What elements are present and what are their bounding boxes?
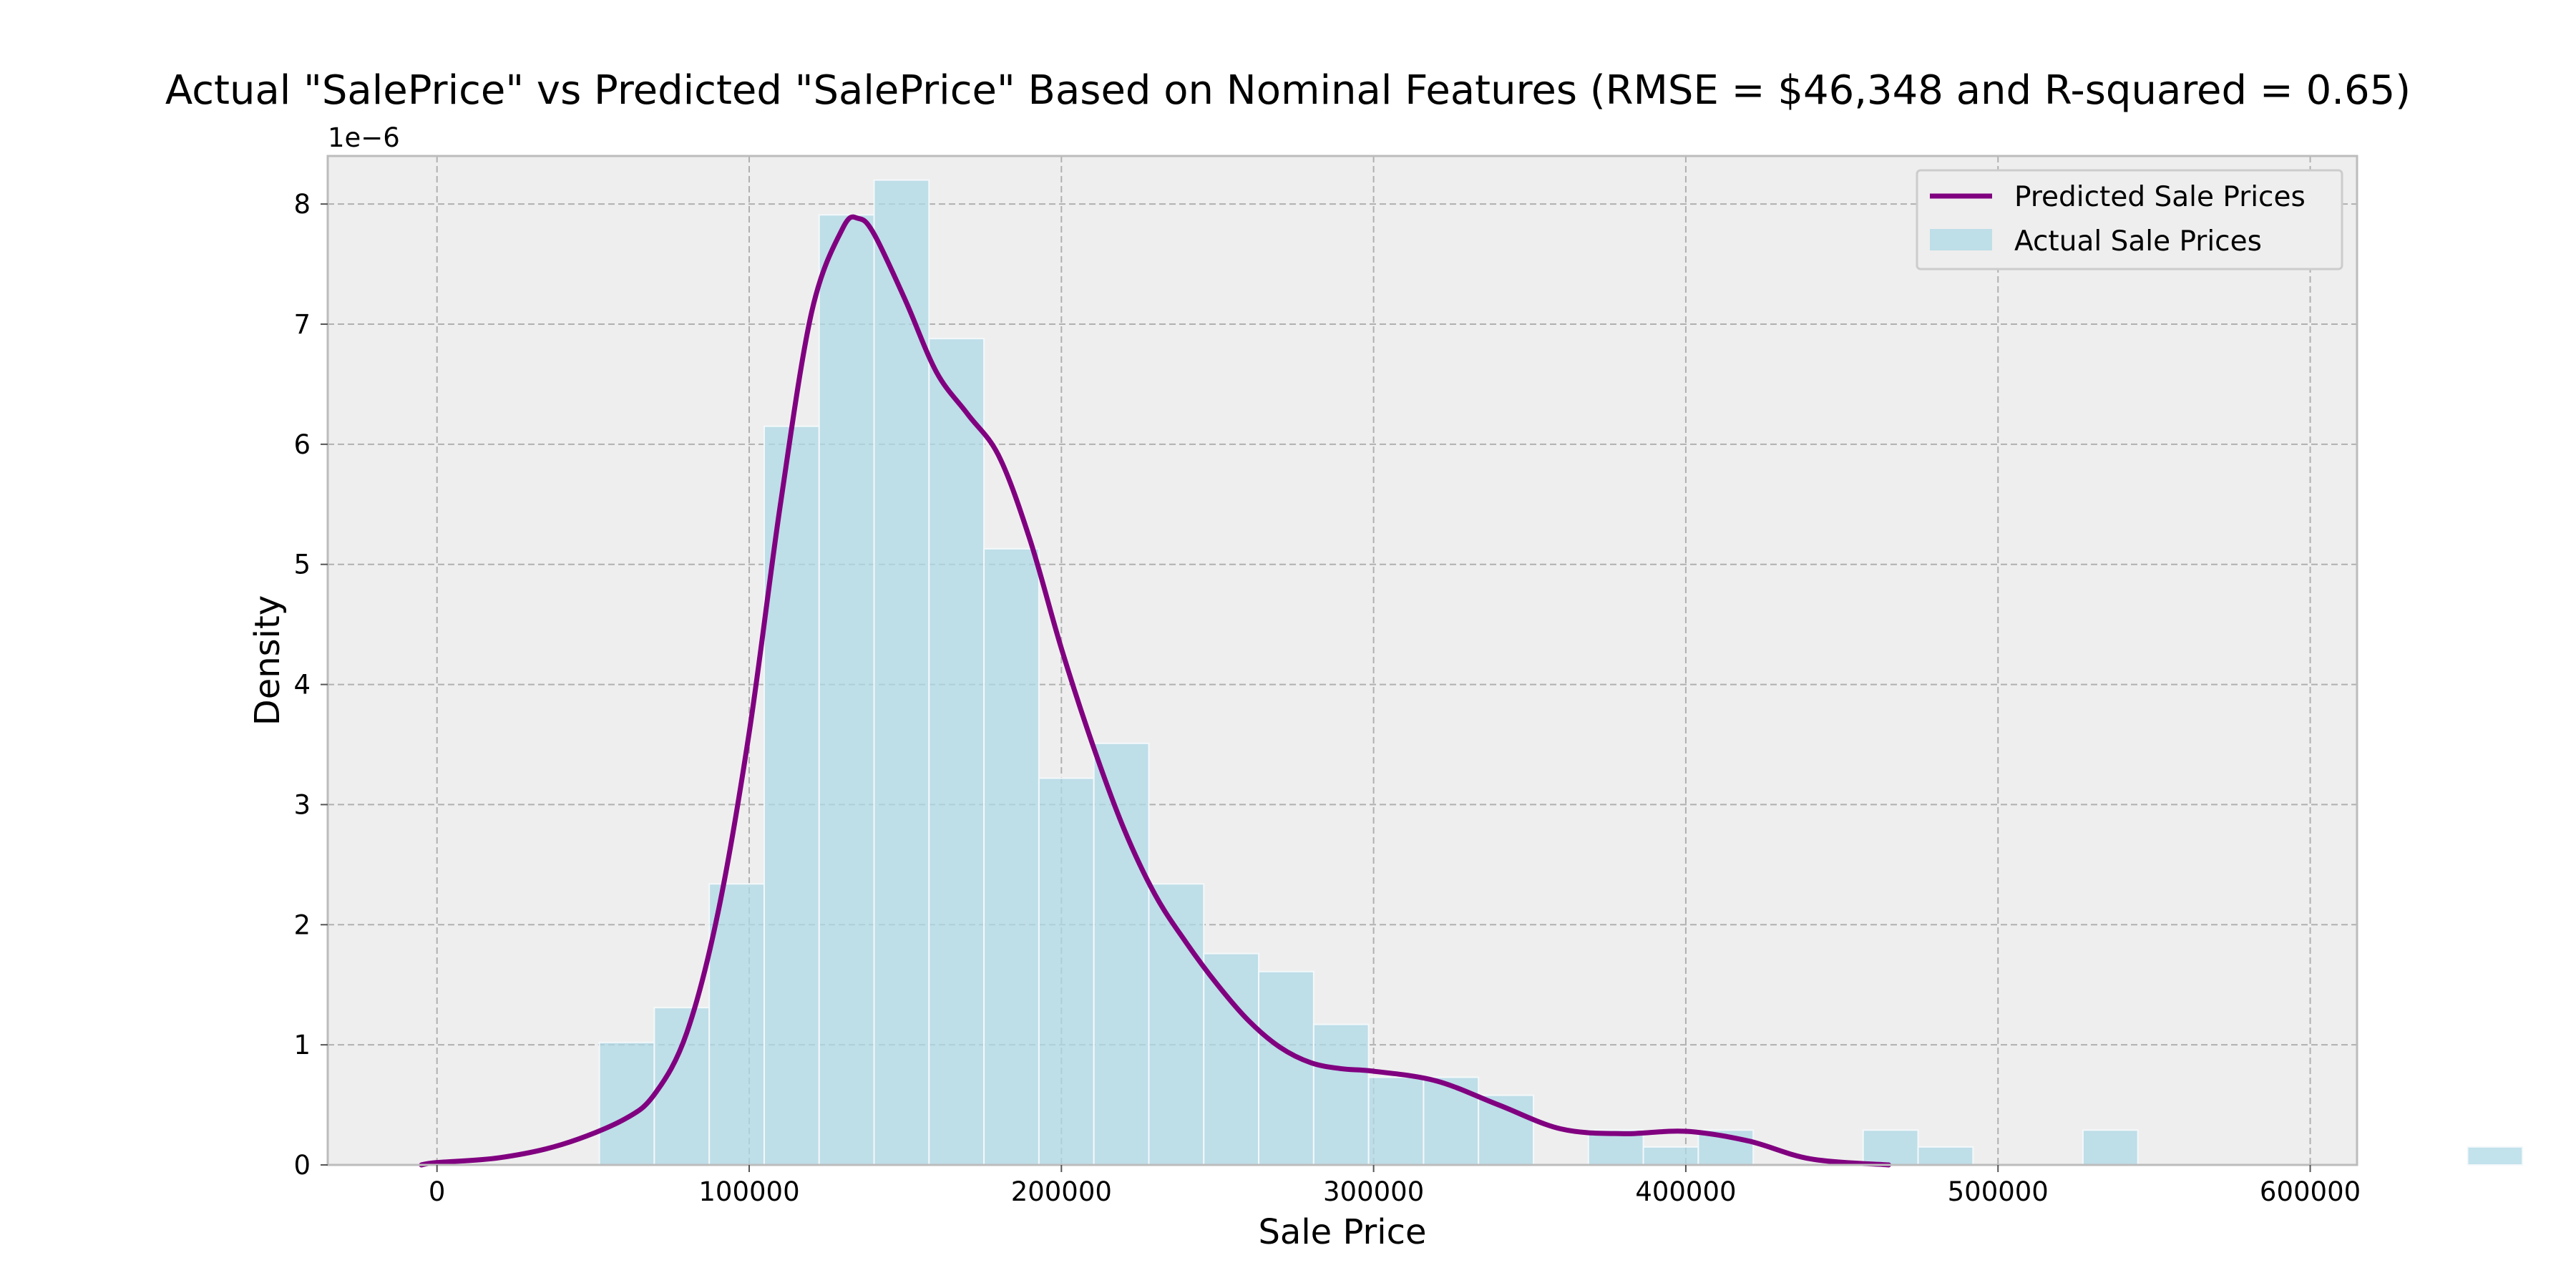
chart-title: Actual "SalePrice" vs Predicted "SalePri… (165, 67, 2411, 114)
legend-kde-label: Predicted Sale Prices (2014, 181, 2306, 213)
legend-histogram-swatch (1930, 229, 1992, 250)
histogram-bar (818, 214, 875, 1166)
x-tick-label: 200000 (1011, 1176, 1112, 1207)
x-tick-label: 100000 (698, 1176, 799, 1207)
histogram-bar (2082, 1129, 2139, 1166)
histogram-bar (1038, 777, 1095, 1166)
histogram-bar (1917, 1146, 1974, 1166)
histogram-bar (1367, 1076, 1425, 1166)
histogram-bar (1312, 1023, 1370, 1166)
y-tick-label: 6 (293, 429, 311, 460)
histogram-bar (763, 425, 820, 1166)
y-tick-label: 5 (293, 550, 311, 580)
legend: Predicted Sale Prices Actual Sale Prices (1916, 169, 2343, 270)
x-tick-label: 0 (429, 1176, 446, 1207)
x-axis-ticks: 0 100000 200000 300000 400000 500000 600000 (429, 1165, 2361, 1207)
y-axis-ticks: 0 1 2 3 4 5 6 7 8 (293, 189, 328, 1181)
y-tick-label: 2 (293, 909, 311, 940)
kde-line (419, 214, 1892, 1168)
y-offset-label: 1e−6 (328, 122, 400, 153)
histogram-bar (873, 179, 930, 1166)
plot-area (328, 156, 2357, 1165)
histogram-bar (983, 547, 1040, 1166)
histogram-bar (1862, 1129, 1919, 1166)
plot-frame (326, 155, 2358, 1166)
histogram-bars (598, 179, 2524, 1166)
x-tick-label: 600000 (2260, 1176, 2361, 1207)
histogram-bar (1093, 742, 1150, 1166)
x-tick-label: 500000 (1948, 1176, 2049, 1207)
y-tick-label: 8 (293, 189, 311, 220)
legend-box (1916, 169, 2343, 270)
histogram-bar (1203, 952, 1260, 1166)
x-tick-label: 400000 (1635, 1176, 1736, 1207)
y-axis-label: Density (248, 595, 288, 726)
x-tick-label: 300000 (1323, 1176, 1424, 1207)
histogram-bar (1423, 1076, 1480, 1166)
histogram-bar (2467, 1146, 2524, 1166)
histogram-bar (1642, 1146, 1699, 1166)
histogram-bar (928, 338, 985, 1166)
histogram-bar (1258, 970, 1314, 1166)
y-tick-label: 4 (293, 670, 311, 701)
y-tick-label: 1 (293, 1030, 311, 1060)
y-tick-label: 3 (293, 789, 311, 820)
y-tick-label: 7 (293, 309, 311, 340)
x-axis-label: Sale Price (1258, 1212, 1426, 1252)
y-tick-label: 0 (293, 1150, 311, 1181)
legend-histogram-label: Actual Sale Prices (2014, 225, 2262, 258)
